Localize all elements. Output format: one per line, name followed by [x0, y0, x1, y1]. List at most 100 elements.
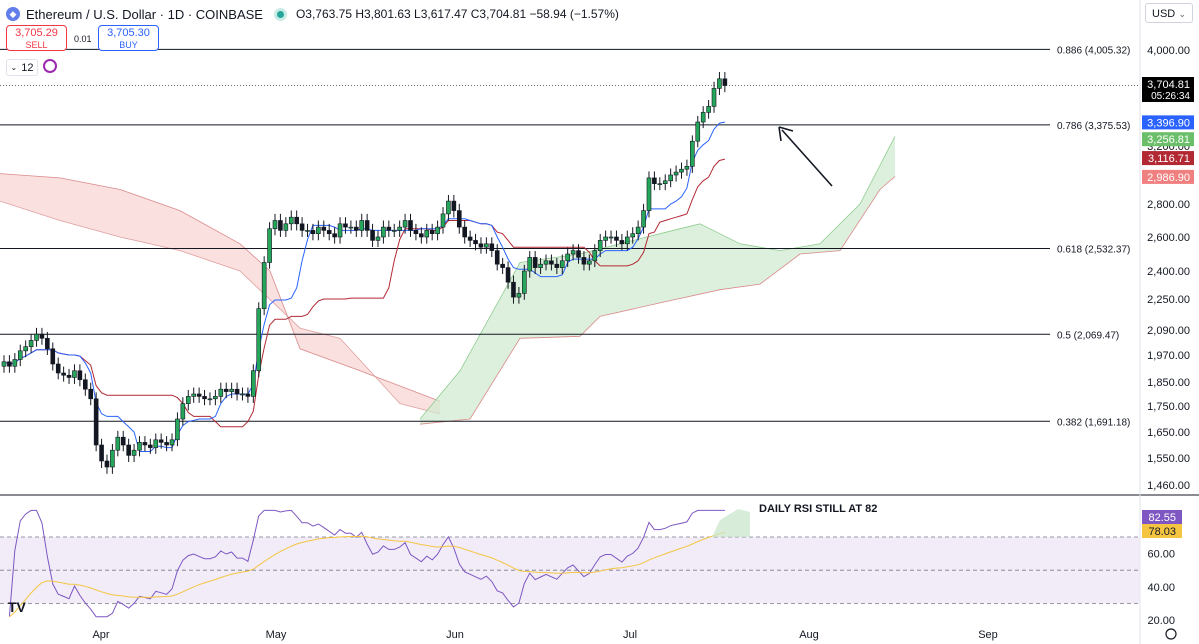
- candle-body: [511, 281, 516, 298]
- candle-body: [34, 333, 39, 341]
- candle-body: [673, 171, 679, 176]
- candle-body: [603, 236, 608, 241]
- candle-body: [532, 257, 538, 268]
- candle-body: [668, 174, 673, 182]
- rsi-tag-value: 82.55: [1148, 512, 1176, 524]
- candle-body: [608, 236, 614, 239]
- candle-body: [55, 363, 61, 374]
- rsi-axis-tick: 60.00: [1147, 549, 1175, 561]
- candle-body: [597, 240, 603, 251]
- chevron-down-icon: ⌄: [1178, 9, 1186, 19]
- candle-body: [131, 449, 137, 456]
- ohlc-values: O3,763.75 H3,801.63 L3,617.47 C3,704.81 …: [295, 7, 619, 21]
- currency-select[interactable]: USD ⌄: [1145, 3, 1193, 23]
- signal-tag-value: 78.03: [1148, 526, 1176, 538]
- candle-body: [332, 233, 337, 238]
- spread-value: 0.01: [74, 34, 92, 44]
- price-tag: [1142, 151, 1194, 166]
- candle-body: [23, 346, 28, 352]
- price-axis-tick: 2,600.00: [1147, 232, 1190, 244]
- candle-body: [310, 230, 316, 234]
- candle-body: [137, 442, 142, 451]
- candle-body: [353, 226, 359, 231]
- time-axis-label: May: [266, 629, 287, 641]
- price-tag: [1142, 77, 1194, 102]
- candle-body: [375, 236, 381, 241]
- candle-body: [218, 388, 224, 397]
- price-tag: [1142, 132, 1194, 147]
- rsi-axis-tick: 40.00: [1147, 582, 1175, 594]
- candle-body: [538, 263, 543, 268]
- candle-body: [196, 393, 202, 397]
- candle-body: [45, 338, 50, 350]
- candle-body: [516, 293, 522, 298]
- fib-level-label: 0.886 (4,005.32): [1057, 45, 1130, 56]
- candle-body: [494, 250, 500, 265]
- buy-button[interactable]: 3,705.30 BUY: [98, 25, 159, 51]
- symbol-title[interactable]: Ethereum / U.S. Dollar · 1D · COINBASE: [26, 6, 263, 22]
- candle-body: [500, 263, 505, 268]
- candle-body: [370, 230, 375, 241]
- currency-value: USD: [1152, 8, 1176, 20]
- candle-body: [359, 220, 365, 231]
- candle-body: [180, 403, 186, 420]
- signal-tag: [1142, 524, 1182, 538]
- candle-body: [440, 213, 446, 228]
- candle-body: [695, 121, 701, 142]
- time-axis-label: Jul: [623, 629, 637, 641]
- candle-body: [299, 223, 305, 231]
- candle-body: [66, 374, 72, 378]
- candle-body: [662, 180, 668, 185]
- candle-body: [61, 372, 66, 376]
- price-axis-tick: 1,650.00: [1147, 427, 1190, 439]
- sell-button[interactable]: 3,705.29 SELL: [6, 25, 67, 51]
- buy-price: 3,705.30: [107, 27, 150, 39]
- candle-body: [240, 393, 245, 396]
- trend-arrow: [781, 129, 833, 187]
- candle-body: [115, 436, 121, 451]
- candle-body: [93, 398, 99, 446]
- price-tag-countdown: 05:26:34: [1151, 91, 1190, 102]
- candle-body: [419, 233, 424, 238]
- candle-body: [456, 210, 462, 228]
- price-axis-tick: 2,090.00: [1147, 325, 1190, 337]
- candle-body: [283, 223, 289, 231]
- candle-body: [484, 243, 489, 248]
- market-status-icon: [276, 10, 284, 18]
- candle-body: [576, 250, 581, 258]
- candle-body: [478, 243, 484, 248]
- rsi-axis-tick: 20.00: [1147, 615, 1175, 627]
- candle-body: [413, 230, 419, 234]
- candle-body: [158, 439, 164, 443]
- candle-body: [39, 333, 45, 339]
- sync-icon[interactable]: [43, 59, 57, 73]
- chevron-down-icon: ⌄: [10, 63, 18, 72]
- candle-body: [234, 388, 240, 395]
- price-axis-tick: 2,800.00: [1147, 199, 1190, 211]
- candle-body: [316, 226, 321, 235]
- candle-body: [429, 230, 435, 234]
- candle-body: [12, 359, 18, 367]
- candle-body: [489, 243, 495, 251]
- candle-body: [722, 78, 728, 86]
- tenkan-sen-line: [3, 121, 726, 452]
- price-axis-tick: 2,250.00: [1147, 294, 1190, 306]
- candle-body: [641, 210, 646, 228]
- candle-body: [175, 418, 180, 441]
- indicator-count-toggle[interactable]: ⌄ 12: [6, 59, 38, 76]
- sell-label: SELL: [25, 40, 48, 50]
- candle-body: [83, 379, 88, 390]
- candle-body: [202, 396, 207, 400]
- candle-body: [592, 250, 598, 262]
- candle-body: [348, 226, 354, 229]
- price-axis-tick: 1,550.00: [1147, 453, 1190, 465]
- price-tag: [1142, 115, 1194, 130]
- candle-body: [261, 262, 267, 309]
- candle-body: [169, 439, 175, 446]
- price-tag-value: 3,116.71: [1148, 153, 1190, 165]
- candle-body: [50, 348, 56, 365]
- candle-body: [587, 260, 592, 265]
- candle-body: [120, 436, 126, 446]
- sell-price: 3,705.29: [15, 27, 58, 39]
